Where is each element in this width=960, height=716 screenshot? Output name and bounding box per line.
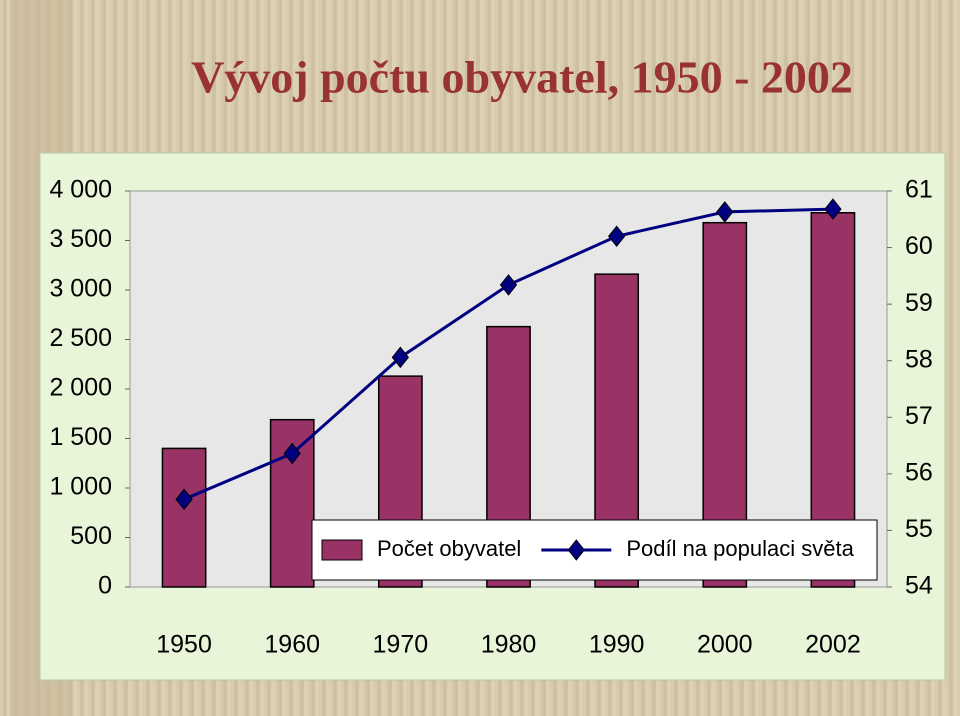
bar [161, 447, 207, 588]
y-tick-label: 2 500 [49, 324, 112, 352]
x-tick-label: 1960 [264, 631, 320, 659]
legend-marker [567, 539, 585, 561]
marker [283, 442, 301, 465]
marker [716, 201, 734, 223]
marker [608, 225, 626, 248]
y-tick-label: 500 [70, 522, 112, 550]
x-tick-label: 1950 [156, 631, 212, 659]
y2-tick-label: 54 [905, 572, 933, 600]
y-tick-label: 4 000 [49, 176, 112, 204]
marker [824, 198, 842, 220]
legend-swatch [321, 539, 363, 561]
marker [391, 346, 409, 369]
y-tick-label: 3 500 [49, 225, 112, 253]
y2-tick-label: 60 [905, 232, 933, 260]
x-tick-label: 1980 [481, 631, 537, 659]
marker [499, 274, 518, 296]
x-tick-label: 1970 [373, 631, 429, 659]
y2-tick-label: 61 [905, 176, 933, 204]
marker [175, 488, 193, 511]
legend-label: Podíl na populaci světa [626, 536, 854, 561]
y2-tick-label: 55 [905, 515, 933, 543]
legend-label: Počet obyvatel [377, 536, 521, 561]
chart-title: Vývoj počtu obyvatel, 1950 - 2002 [191, 52, 853, 103]
x-tick-label: 1990 [589, 631, 645, 659]
y-tick-label: 2 000 [49, 374, 112, 402]
y2-tick-label: 58 [905, 345, 933, 373]
y-tick-label: 1 000 [49, 473, 112, 501]
x-tick-label: 2002 [805, 631, 861, 659]
y2-tick-label: 59 [905, 289, 933, 317]
x-tick-label: 2000 [697, 631, 753, 659]
y2-tick-label: 56 [905, 458, 933, 486]
y-tick-label: 0 [98, 572, 112, 600]
y-tick-label: 1 500 [49, 423, 112, 451]
y-tick-label: 3 000 [49, 275, 112, 303]
y2-tick-label: 57 [905, 402, 933, 430]
